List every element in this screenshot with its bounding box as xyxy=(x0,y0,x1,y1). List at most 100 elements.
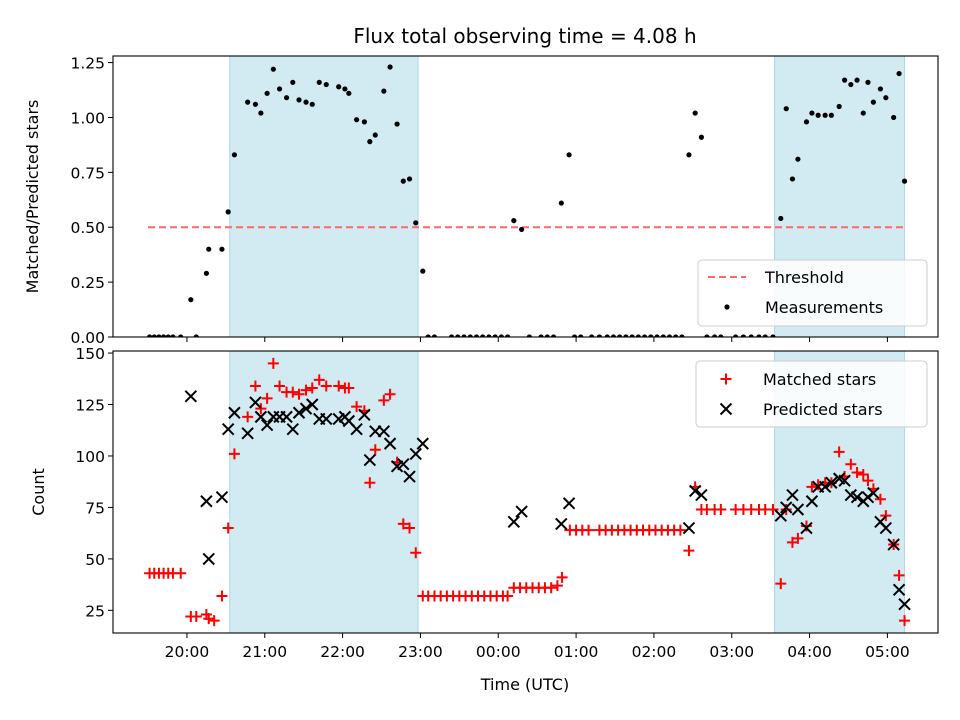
matched-star-point xyxy=(351,401,363,413)
measurement-point xyxy=(623,334,629,337)
measurement-point xyxy=(188,297,194,303)
legend-box xyxy=(697,259,928,327)
x-tick-label: 23:00 xyxy=(398,643,443,661)
matched-star-point xyxy=(190,611,202,623)
matched-star-point xyxy=(880,510,892,522)
measurement-point xyxy=(578,334,584,337)
measurement-point xyxy=(467,334,473,337)
predicted-star-point xyxy=(416,437,429,450)
measurement-point xyxy=(815,112,821,118)
measurement-point xyxy=(346,90,352,96)
x-tick-label: 02:00 xyxy=(632,643,677,661)
matched-star-point xyxy=(780,503,792,515)
predicted-star-point xyxy=(228,406,241,419)
measurement-point xyxy=(303,99,309,105)
x-tick-label: 05:00 xyxy=(865,643,910,661)
measurement-point xyxy=(455,334,461,337)
predicted-star-point xyxy=(363,453,377,467)
measurement-point xyxy=(504,334,511,337)
measurement-point xyxy=(854,77,860,83)
predicted-star-point xyxy=(320,412,333,426)
predicted-star-point xyxy=(800,521,813,535)
predicted-star-point xyxy=(292,406,306,419)
measurement-point xyxy=(660,334,666,337)
measurement-point xyxy=(718,334,724,337)
measurement-point xyxy=(231,152,238,158)
measurement-point xyxy=(283,95,290,101)
matched-star-point xyxy=(364,477,376,489)
matched-star-point xyxy=(261,392,273,404)
measurement-point xyxy=(361,119,367,125)
matched-star-point xyxy=(556,571,568,583)
measurement-point xyxy=(538,334,544,337)
matched-star-point xyxy=(857,469,869,481)
predicted-star-point xyxy=(254,410,268,424)
measurement-point xyxy=(165,334,171,337)
measurement-point xyxy=(425,334,431,337)
matched-star-point xyxy=(306,382,318,394)
measurement-point xyxy=(686,152,692,158)
measurement-point xyxy=(367,139,373,145)
measurement-point xyxy=(848,81,854,88)
matched-star-point xyxy=(384,388,396,400)
measurement-point xyxy=(740,334,747,337)
predicted-star-point xyxy=(780,501,793,514)
measurement-point xyxy=(666,334,673,337)
measurement-point xyxy=(604,334,610,337)
x-tick-label: 01:00 xyxy=(554,643,599,661)
matched-star-point xyxy=(216,590,228,602)
predicted-star-point xyxy=(377,425,391,438)
measurement-point xyxy=(160,334,167,337)
measurement-point xyxy=(783,106,789,112)
measurement-point xyxy=(448,334,455,337)
measurement-point xyxy=(877,86,884,92)
predicted-star-point xyxy=(774,509,787,522)
matched-star-point xyxy=(320,380,332,392)
measurement-point xyxy=(789,176,796,182)
measurement-point xyxy=(387,64,393,70)
measurement-point xyxy=(290,79,296,85)
predicted-star-point xyxy=(249,396,262,409)
legend-measurements-label: Measurements xyxy=(765,298,883,317)
measurement-point xyxy=(461,334,467,337)
y-tick-label: 50 xyxy=(85,551,105,569)
chart-title: Flux total observing time = 4.08 h xyxy=(353,24,696,48)
measurement-point xyxy=(733,334,739,337)
matched-star-point xyxy=(313,374,325,386)
measurement-point xyxy=(870,99,877,105)
predicted-star-point xyxy=(682,521,696,535)
measurement-point xyxy=(770,334,776,337)
predicted-star-point xyxy=(786,488,799,502)
matched-star-point xyxy=(242,411,254,423)
predicted-star-point xyxy=(306,398,319,411)
predicted-star-point xyxy=(515,505,528,518)
x-tick-label: 00:00 xyxy=(476,643,521,661)
x-tick-label: 21:00 xyxy=(242,643,287,661)
measurement-point xyxy=(178,334,184,337)
top-panel: 0.00 0.25 0.50 0.75 1.00 1.25 Matched/Predicte… xyxy=(23,55,939,347)
y-tick-label: 1.25 xyxy=(70,55,105,73)
x-tick-label: 04:00 xyxy=(787,643,832,661)
measurement-point xyxy=(748,334,754,337)
predicted-star-point xyxy=(892,583,906,596)
x-tick-label: 03:00 xyxy=(709,643,754,661)
measurement-point xyxy=(245,99,251,105)
measurement-point xyxy=(629,334,635,337)
measurement-point xyxy=(596,334,603,337)
predicted-star-point xyxy=(562,497,576,510)
predicted-star-point xyxy=(791,503,805,516)
predicted-star-point xyxy=(299,402,313,415)
x-axis-label: Time (UTC) xyxy=(480,675,569,694)
y-tick-label: 0.50 xyxy=(70,219,105,237)
matched-star-point xyxy=(862,475,874,487)
bottom-panel: 25 50 75 100 125 150 20:00 21:00 22:00 23:00 00:00… xyxy=(29,345,939,661)
predicted-star-point xyxy=(805,495,819,508)
measurement-point xyxy=(203,270,209,276)
legend-predicted-label: Predicted stars xyxy=(763,400,883,419)
measurement-point xyxy=(264,90,270,96)
legend-top: Threshold Measurements xyxy=(697,259,928,327)
y-tick-label: 1.00 xyxy=(70,109,105,127)
legend-predicted-swatch xyxy=(719,402,733,416)
predicted-star-point xyxy=(397,458,410,471)
y-axis-label: Matched/Predicted stars xyxy=(23,100,42,294)
